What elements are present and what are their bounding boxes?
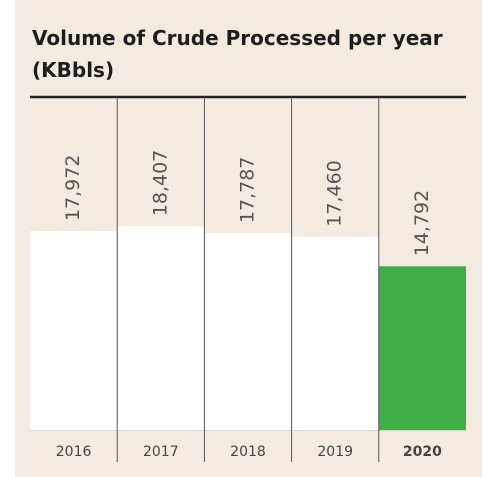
bar: [30, 231, 118, 430]
value-label: 18,407: [149, 150, 171, 216]
value-label: 17,787: [237, 157, 259, 223]
value-label: 17,972: [62, 155, 84, 221]
chart-title: (KBbls): [32, 58, 114, 82]
x-tick-label: 2019: [317, 444, 353, 460]
bar: [117, 226, 205, 430]
x-tick-label: 2017: [143, 444, 179, 460]
value-label: 17,460: [324, 160, 346, 226]
x-tick-label: 2018: [230, 444, 266, 460]
x-tick-label: 2016: [56, 444, 92, 460]
value-label: 14,792: [411, 190, 433, 256]
bar: [378, 266, 466, 430]
bar: [204, 233, 292, 430]
x-tick-label: 2020: [403, 444, 442, 460]
chart-title: Volume of Crude Processed per year: [32, 26, 443, 50]
bar: [291, 236, 379, 430]
